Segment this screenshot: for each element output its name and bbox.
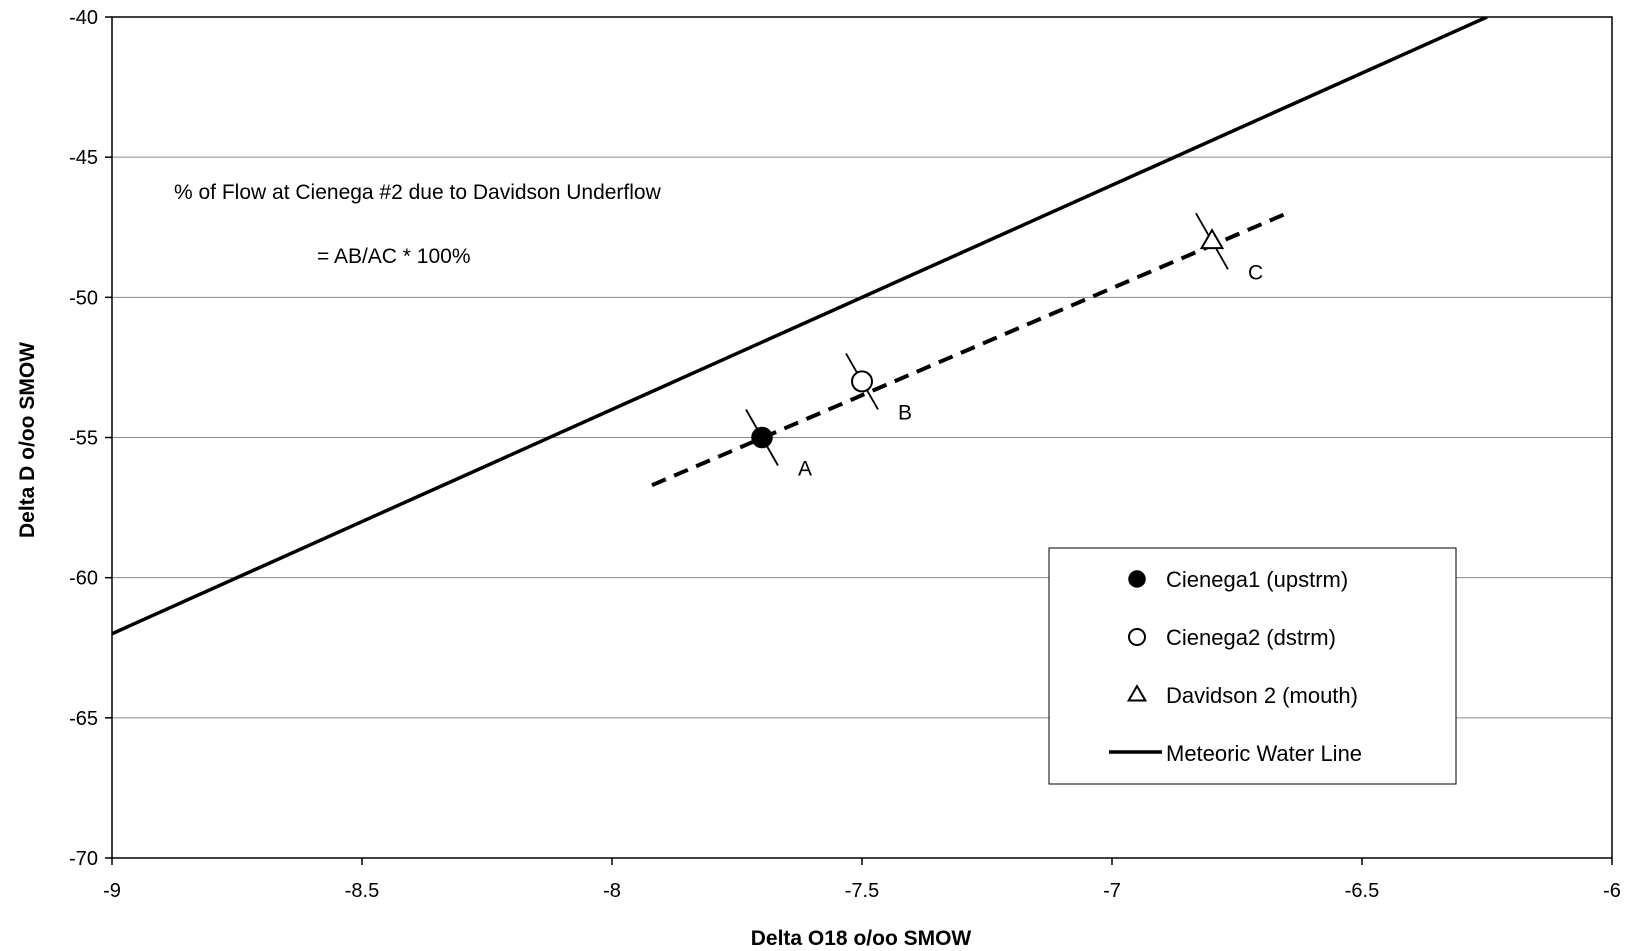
meteoric-water-line	[112, 17, 1488, 636]
x-tick-label-0: -9	[103, 880, 121, 902]
marker-cienega1-upstrm	[751, 426, 773, 449]
marker-cienega2-dstrm	[851, 370, 873, 393]
y-tick-label-0: -70	[69, 848, 98, 870]
point-labels: A B C	[798, 261, 1263, 480]
x-tick-label-3: -7.5	[845, 880, 879, 902]
annotation-title: % of Flow at Cienega #2 due to Davidson …	[174, 181, 662, 204]
legend-label-cienega1-upstrm: Cienega1 (upstrm)	[1166, 567, 1348, 592]
data-lines	[112, 17, 1488, 636]
x-tick-label-2: -8	[603, 880, 621, 902]
x-axis-title: Delta O18 o/oo SMOW	[751, 927, 972, 950]
x-tick-label-4: -7	[1103, 880, 1121, 902]
mixing-line-dashed	[651, 211, 1288, 487]
y-tick-label-5: -45	[69, 147, 98, 169]
legend-label-meteoric-water-line: Meteoric Water Line	[1166, 741, 1362, 766]
x-tick-label-6: -6	[1603, 880, 1621, 902]
legend-label-cienega2-dstrm: Cienega2 (dstrm)	[1166, 625, 1336, 650]
y-tick-label-3: -55	[69, 428, 98, 450]
legend-label-davidson-2-mouth: Davidson 2 (mouth)	[1166, 683, 1358, 708]
axis-ticks: -70 -65 -60 -55 -50 -45 -40 -9 -8.5 -8 -7.5 -7 -6.5 -…	[69, 7, 1621, 902]
x-tick-label-1: -8.5	[345, 880, 379, 902]
y-tick-label-4: -50	[69, 287, 98, 309]
point-label-a: A	[798, 458, 812, 481]
y-tick-label-2: -60	[69, 568, 98, 590]
legend-marker-cienega1-upstrm	[1128, 570, 1146, 588]
x-tick-label-5: -6.5	[1345, 880, 1379, 902]
y-tick-label-1: -65	[69, 708, 98, 730]
legend-marker-davidson-2-mouth	[1126, 684, 1148, 702]
point-label-c: C	[1248, 261, 1263, 284]
legend-box	[1048, 547, 1457, 785]
data-markers	[745, 212, 1229, 466]
legend-marker-cienega2-dstrm	[1128, 628, 1146, 646]
y-axis-title: Delta D o/oo SMOW	[16, 342, 39, 538]
point-label-b: B	[898, 401, 912, 424]
annotation-formula: = AB/AC * 100%	[317, 245, 471, 268]
y-tick-label-6: -40	[69, 7, 98, 29]
marker-davidson-2-mouth	[1199, 228, 1225, 250]
legend: Cienega1 (upstrm) Cienega2 (dstrm) Davidso…	[1048, 547, 1457, 785]
